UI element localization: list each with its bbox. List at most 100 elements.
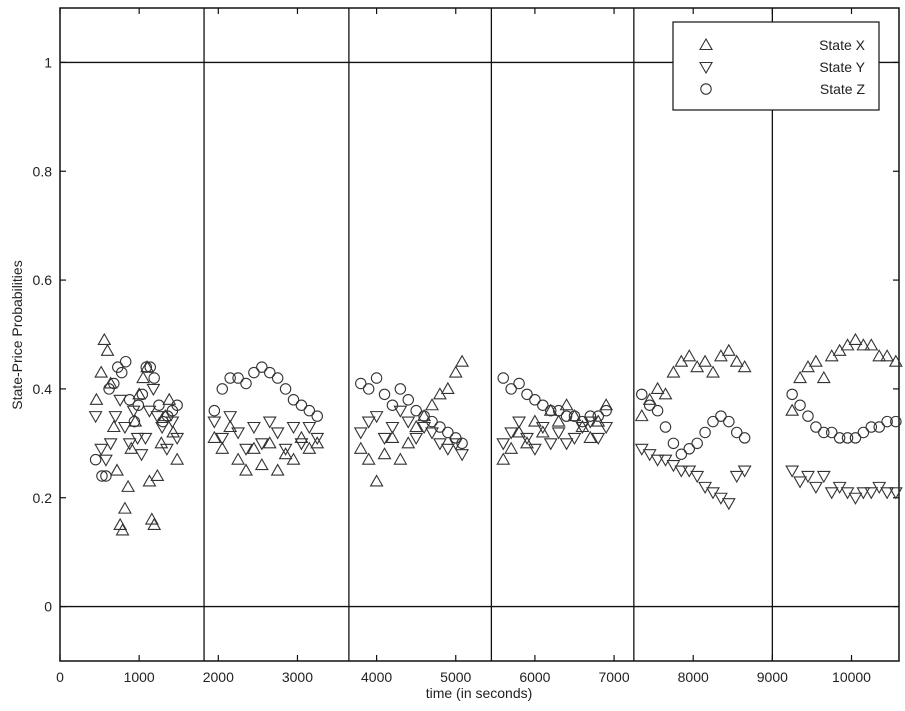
data-point <box>425 427 439 440</box>
data-point <box>113 394 128 407</box>
x-tick-label: 9000 <box>757 669 788 685</box>
data-point <box>448 365 463 378</box>
data-point <box>456 437 468 450</box>
data-point <box>527 443 542 456</box>
plot-area <box>59 7 900 662</box>
data-point <box>520 432 534 446</box>
data-point <box>215 432 230 446</box>
y-tick-label: 1 <box>44 54 52 70</box>
data-point <box>715 410 727 422</box>
x-axis-label: time (in seconds) <box>426 685 533 701</box>
data-point <box>824 487 839 500</box>
y-tick-label: 0.2 <box>33 490 53 506</box>
data-point <box>294 430 309 443</box>
data-point <box>521 388 533 401</box>
data-point <box>568 410 581 422</box>
data-point <box>730 426 743 439</box>
data-point <box>591 432 606 446</box>
session-break-lines <box>203 8 774 661</box>
data-point <box>287 394 300 406</box>
data-point <box>128 414 143 427</box>
data-point <box>856 487 871 500</box>
data-point <box>857 426 870 439</box>
data-point <box>254 438 269 451</box>
x-tick-label: 4000 <box>361 669 392 685</box>
data-point <box>401 436 416 449</box>
data-point <box>707 415 719 428</box>
data-point <box>706 365 720 378</box>
legend: State X State Y State Z <box>672 21 880 111</box>
data-point <box>567 432 582 446</box>
x-tick-label: 1000 <box>124 669 155 685</box>
data-point <box>600 404 612 417</box>
data-point <box>239 443 253 456</box>
data-point <box>150 468 165 482</box>
data-point <box>132 399 145 411</box>
data-point <box>560 410 573 422</box>
data-point <box>154 436 169 449</box>
data-point <box>505 383 517 395</box>
data-point <box>786 388 798 401</box>
data-point <box>94 443 109 456</box>
data-point <box>401 416 416 429</box>
data-point <box>117 501 132 514</box>
data-point <box>223 419 238 433</box>
data-point <box>402 394 415 406</box>
data-point <box>215 441 230 454</box>
y-tick-label: 0.4 <box>33 381 53 397</box>
data-point <box>370 372 383 384</box>
data-point <box>793 476 808 489</box>
data-point <box>369 474 384 487</box>
data-point <box>110 463 124 476</box>
data-point <box>810 421 822 433</box>
data-point <box>270 463 285 476</box>
data-point <box>171 399 183 411</box>
data-point <box>89 392 104 405</box>
legend-box <box>672 21 880 111</box>
data-point <box>455 354 470 367</box>
data-point <box>310 436 325 449</box>
data-point <box>88 411 103 424</box>
data-point <box>880 487 895 500</box>
data-point <box>115 366 128 379</box>
data-point <box>512 425 527 438</box>
data-point <box>108 377 120 390</box>
y-axis-label: State-Price Probabilities <box>9 260 25 409</box>
data-point <box>353 441 368 454</box>
data-point <box>683 443 695 455</box>
data-point <box>699 426 711 439</box>
data-point <box>355 377 367 390</box>
data-point <box>136 388 149 401</box>
data-point <box>286 452 301 465</box>
x-tick-label: 8000 <box>678 669 709 685</box>
data-point <box>544 404 557 417</box>
data-point <box>239 463 253 476</box>
data-point <box>520 436 534 449</box>
legend-marker-triangle-down-icon <box>699 61 713 75</box>
data-point <box>551 414 566 427</box>
data-point <box>864 338 879 351</box>
data-point <box>504 427 519 440</box>
data-point <box>864 487 879 500</box>
data-point <box>723 415 735 428</box>
data-point <box>675 448 688 460</box>
data-point <box>146 383 161 397</box>
data-point <box>121 479 136 492</box>
data-point <box>448 438 463 451</box>
data-point <box>543 438 558 451</box>
data-point <box>106 419 121 433</box>
data-point <box>246 441 261 454</box>
data-point <box>393 405 408 418</box>
data-point <box>100 470 112 482</box>
data-point <box>599 398 614 411</box>
data-point <box>529 394 541 406</box>
data-point <box>552 404 565 417</box>
data-point <box>103 438 118 451</box>
data-points <box>88 332 903 536</box>
data-point <box>263 366 276 379</box>
data-point <box>270 427 285 440</box>
data-point <box>848 492 863 505</box>
data-point <box>636 388 648 401</box>
x-tick-label: 2000 <box>203 669 234 685</box>
